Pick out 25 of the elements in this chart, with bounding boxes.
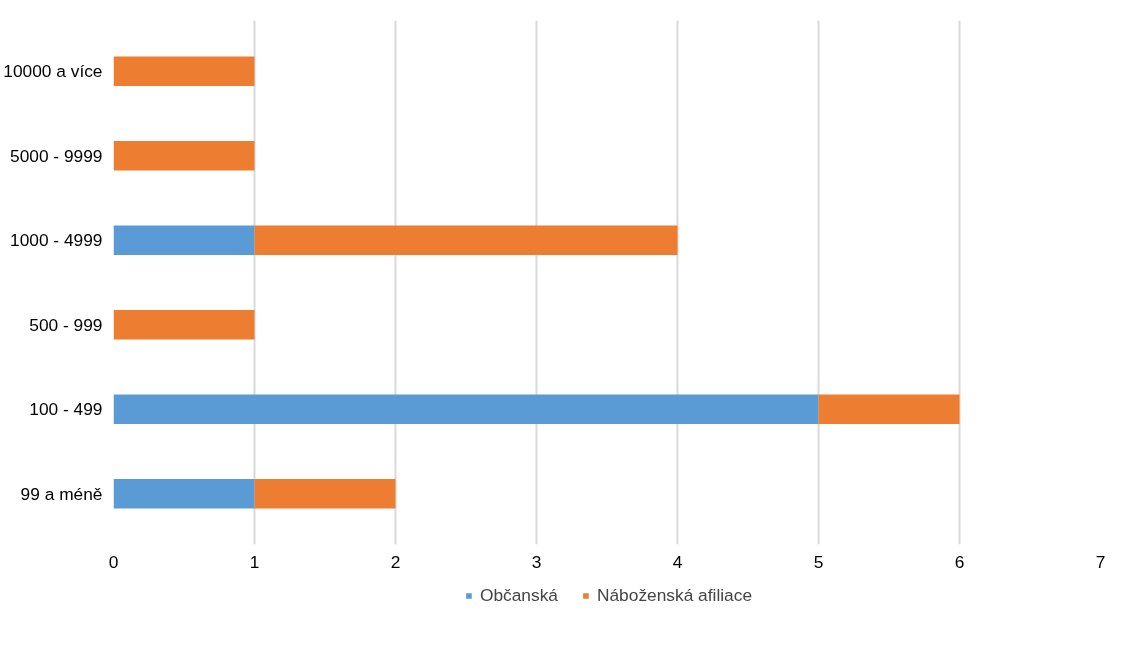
y-tick-label: 5000 - 9999 [10, 145, 103, 166]
x-tick-label: 7 [1095, 551, 1106, 572]
bar [113, 394, 819, 425]
bar [113, 56, 255, 86]
bar [818, 394, 960, 425]
bar [254, 479, 396, 509]
y-tick-label: 500 - 999 [29, 314, 103, 335]
bar [113, 479, 255, 509]
x-tick-label: 0 [108, 551, 119, 572]
bar [113, 225, 255, 256]
x-tick-label: 6 [954, 551, 965, 572]
bar [254, 225, 678, 256]
bar [113, 140, 255, 171]
x-tick-label: 4 [672, 551, 683, 572]
x-tick-label: 3 [531, 551, 542, 572]
bar [113, 309, 255, 340]
x-tick-label: 5 [813, 551, 824, 572]
x-tick-label: 2 [390, 551, 401, 572]
x-tick-label: 1 [249, 551, 260, 572]
y-tick-label: 99 a méně [20, 483, 103, 504]
y-tick-label: 10000 a více [3, 61, 103, 82]
y-tick-label: 100 - 499 [29, 399, 103, 420]
legend-label: Náboženská afiliace [596, 584, 753, 606]
y-tick-label: 1000 - 4999 [10, 230, 103, 251]
legend-label: Občanská [479, 584, 558, 606]
